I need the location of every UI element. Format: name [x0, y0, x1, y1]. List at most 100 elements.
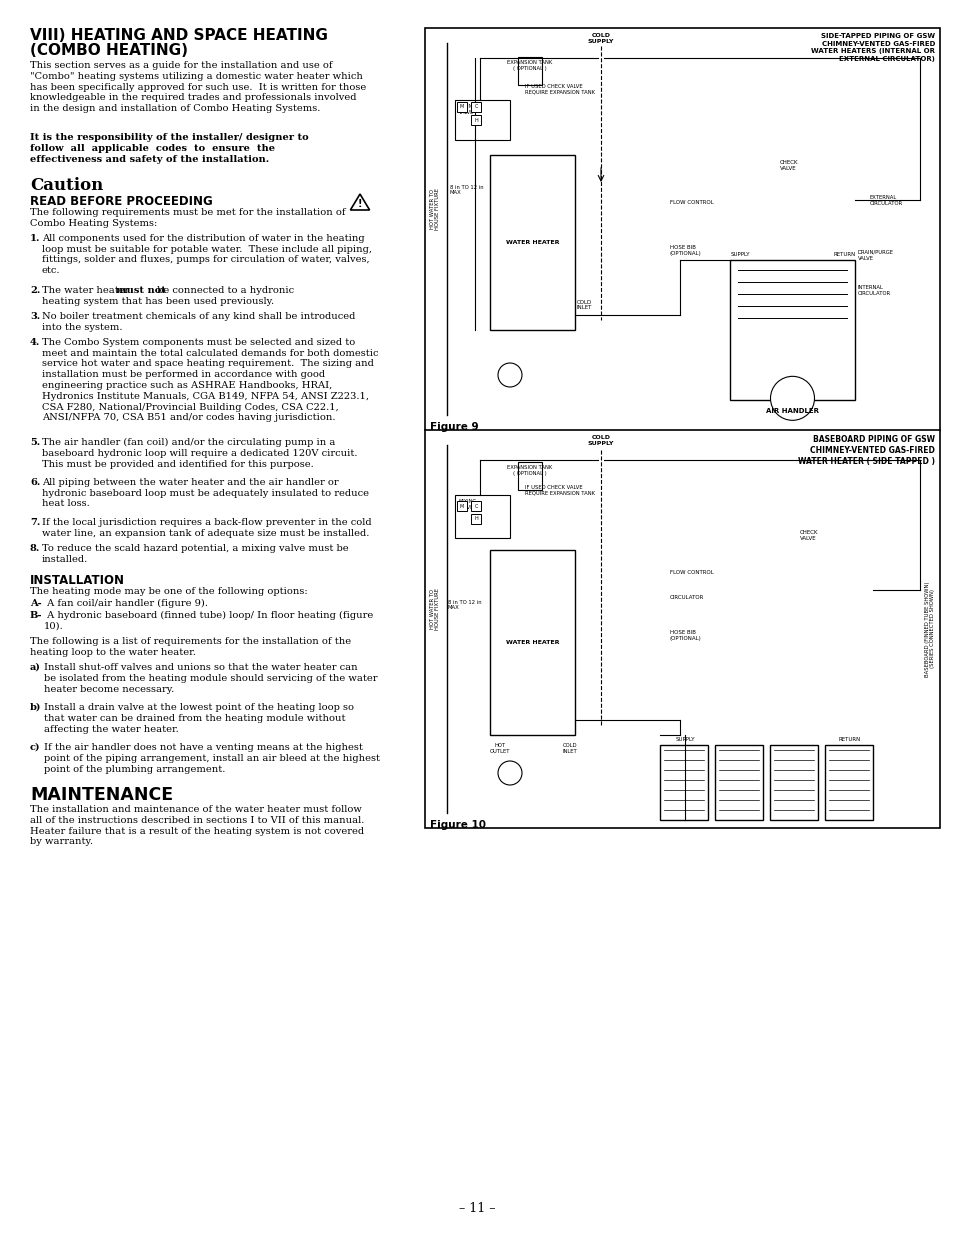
- Text: must not: must not: [116, 287, 166, 295]
- Text: The heating mode may be one of the following options:: The heating mode may be one of the follo…: [30, 587, 308, 597]
- Text: 2.: 2.: [30, 287, 40, 295]
- Text: COLD
INLET: COLD INLET: [577, 300, 592, 310]
- Text: SIDE-TAPPED PIPING OF GSW
CHIMNEY-VENTED GAS-FIRED
WATER HEATERS (INTERNAL OR
EX: SIDE-TAPPED PIPING OF GSW CHIMNEY-VENTED…: [810, 33, 934, 62]
- Text: HOSE BIB
(OPTIONAL): HOSE BIB (OPTIONAL): [669, 245, 701, 256]
- Text: Figure 10: Figure 10: [430, 820, 485, 830]
- Text: The air handler (fan coil) and/or the circulating pump in a
baseboard hydronic l: The air handler (fan coil) and/or the ci…: [42, 438, 357, 468]
- Bar: [471, 103, 480, 112]
- Text: The Combo System components must be selected and sized to
meet and maintain the : The Combo System components must be sele…: [42, 338, 378, 422]
- Text: Install shut-off valves and unions so that the water heater can
be isolated from: Install shut-off valves and unions so th…: [44, 663, 377, 694]
- Text: COLD
SUPPLY: COLD SUPPLY: [587, 33, 614, 43]
- Bar: [490, 156, 575, 330]
- Text: 3.: 3.: [30, 312, 40, 321]
- Bar: [471, 501, 480, 511]
- Bar: [471, 115, 480, 125]
- Text: Install a drain valve at the lowest point of the heating loop so
that water can : Install a drain valve at the lowest poin…: [44, 703, 354, 734]
- Text: MAINTENANCE: MAINTENANCE: [30, 785, 172, 804]
- Text: To reduce the scald hazard potential, a mixing valve must be
installed.: To reduce the scald hazard potential, a …: [42, 543, 348, 563]
- Text: HOT WATER TO
HOUSE FIXTURE: HOT WATER TO HOUSE FIXTURE: [429, 188, 440, 230]
- Text: DRAIN/PURGE
VALVE: DRAIN/PURGE VALVE: [857, 249, 893, 261]
- Text: a): a): [30, 663, 41, 672]
- Bar: [424, 28, 939, 827]
- Text: 8 in TO 12 in
MAX: 8 in TO 12 in MAX: [448, 600, 481, 610]
- Bar: [517, 57, 541, 85]
- Text: b): b): [30, 703, 42, 713]
- Text: HOT WATER TO
HOUSE FIXTURE: HOT WATER TO HOUSE FIXTURE: [429, 588, 440, 630]
- Text: C: C: [474, 504, 477, 509]
- Bar: [456, 103, 467, 112]
- Bar: [455, 495, 510, 538]
- Circle shape: [497, 761, 521, 785]
- Text: No boiler treatment chemicals of any kind shall be introduced
into the system.: No boiler treatment chemicals of any kin…: [42, 312, 355, 332]
- Text: MIXING
VALVE: MIXING VALVE: [458, 499, 476, 510]
- Text: COLD
INLET: COLD INLET: [562, 743, 577, 753]
- Text: WATER HEATER: WATER HEATER: [505, 240, 558, 245]
- Text: (COMBO HEATING): (COMBO HEATING): [30, 43, 188, 58]
- Text: H: H: [474, 117, 477, 122]
- Text: BASEBOARD PIPING OF GSW
CHIMNEY-VENTED GAS-FIRED
WATER HEATER ( SIDE TAPPED ): BASEBOARD PIPING OF GSW CHIMNEY-VENTED G…: [797, 435, 934, 466]
- Bar: [490, 550, 575, 735]
- Bar: [769, 745, 817, 820]
- Text: heating system that has been used previously.: heating system that has been used previo…: [42, 296, 274, 306]
- Text: The installation and maintenance of the water heater must follow
all of the inst: The installation and maintenance of the …: [30, 805, 364, 846]
- Text: A-: A-: [30, 599, 42, 608]
- Text: CIRCULATOR: CIRCULATOR: [669, 595, 703, 600]
- Text: c): c): [30, 743, 41, 752]
- Bar: [824, 745, 872, 820]
- Text: Figure 9: Figure 9: [430, 422, 478, 432]
- Text: IF USED CHECK VALVE
REQUIRE EXPANSION TANK: IF USED CHECK VALVE REQUIRE EXPANSION TA…: [524, 485, 595, 495]
- Text: IF USED CHECK VALVE
REQUIRE EXPANSION TANK: IF USED CHECK VALVE REQUIRE EXPANSION TA…: [524, 84, 595, 95]
- Text: VIII) HEATING AND SPACE HEATING: VIII) HEATING AND SPACE HEATING: [30, 28, 328, 43]
- Text: A fan coil/air handler (figure 9).: A fan coil/air handler (figure 9).: [44, 599, 208, 608]
- Text: BASEBOARD (FINNED TUBE SHOWN)
(SERIES CONNECTED SHOWN): BASEBOARD (FINNED TUBE SHOWN) (SERIES CO…: [923, 582, 935, 677]
- Text: 8 in TO 12 in
MAX: 8 in TO 12 in MAX: [450, 184, 483, 195]
- Text: If the local jurisdiction requires a back-flow preventer in the cold
water line,: If the local jurisdiction requires a bac…: [42, 517, 372, 537]
- Text: CHECK
VALVE: CHECK VALVE: [800, 530, 818, 541]
- Circle shape: [497, 363, 521, 387]
- Text: 8.: 8.: [30, 543, 40, 553]
- Text: MIXING
VALVE: MIXING VALVE: [458, 104, 476, 115]
- Text: M: M: [459, 105, 464, 110]
- Text: HOSE BIB
(OPTIONAL): HOSE BIB (OPTIONAL): [669, 630, 701, 641]
- Bar: [714, 745, 762, 820]
- Text: C: C: [474, 105, 477, 110]
- Text: !: !: [357, 199, 362, 209]
- Text: 5.: 5.: [30, 438, 40, 447]
- Text: It is the responsibility of the installer/ designer to
follow  all  applicable  : It is the responsibility of the installe…: [30, 133, 309, 163]
- Circle shape: [770, 377, 814, 420]
- Text: SUPPLY: SUPPLY: [729, 252, 749, 257]
- Text: be connected to a hydronic: be connected to a hydronic: [153, 287, 294, 295]
- Text: FLOW CONTROL: FLOW CONTROL: [669, 200, 713, 205]
- Text: If the air handler does not have a venting means at the highest
point of the pip: If the air handler does not have a venti…: [44, 743, 379, 773]
- Bar: [659, 745, 707, 820]
- Text: 7.: 7.: [30, 517, 40, 527]
- Text: RETURN: RETURN: [833, 252, 855, 257]
- Text: EXPANSION TANK
( OPTIONAL ): EXPANSION TANK ( OPTIONAL ): [507, 61, 552, 70]
- Text: H: H: [474, 516, 477, 521]
- Text: This section serves as a guide for the installation and use of
"Combo" heating s: This section serves as a guide for the i…: [30, 61, 366, 112]
- Text: 1.: 1.: [30, 233, 40, 243]
- Text: 6.: 6.: [30, 478, 40, 487]
- Bar: [471, 514, 480, 524]
- Bar: [455, 100, 510, 140]
- Text: COLD
SUPPLY: COLD SUPPLY: [587, 435, 614, 446]
- Text: A hydronic baseboard (finned tube) loop/ In floor heating (figure
10).: A hydronic baseboard (finned tube) loop/…: [44, 611, 373, 631]
- Text: WATER HEATER: WATER HEATER: [505, 640, 558, 645]
- Text: The following requirements must be met for the installation of
Combo Heating Sys: The following requirements must be met f…: [30, 207, 345, 227]
- Text: RETURN: RETURN: [838, 737, 861, 742]
- Text: – 11 –: – 11 –: [458, 1202, 495, 1215]
- Text: All components used for the distribution of water in the heating
loop must be su: All components used for the distribution…: [42, 233, 372, 275]
- Text: All piping between the water heater and the air handler or
hydronic baseboard lo: All piping between the water heater and …: [42, 478, 369, 509]
- Text: EXPANSION TANK
( OPTIONAL ): EXPANSION TANK ( OPTIONAL ): [507, 466, 552, 475]
- Text: HOT
OUTLET: HOT OUTLET: [489, 743, 510, 753]
- Text: INSTALLATION: INSTALLATION: [30, 574, 125, 587]
- Text: Caution: Caution: [30, 177, 103, 194]
- Text: 4.: 4.: [30, 338, 40, 347]
- Text: FLOW CONTROL: FLOW CONTROL: [669, 571, 713, 576]
- Bar: [729, 261, 854, 400]
- Text: SUPPLY: SUPPLY: [675, 737, 694, 742]
- Text: The water heater: The water heater: [42, 287, 132, 295]
- Text: M: M: [459, 504, 464, 509]
- Bar: [517, 462, 541, 490]
- Text: EXTERNAL
CIRCULATOR: EXTERNAL CIRCULATOR: [869, 195, 902, 206]
